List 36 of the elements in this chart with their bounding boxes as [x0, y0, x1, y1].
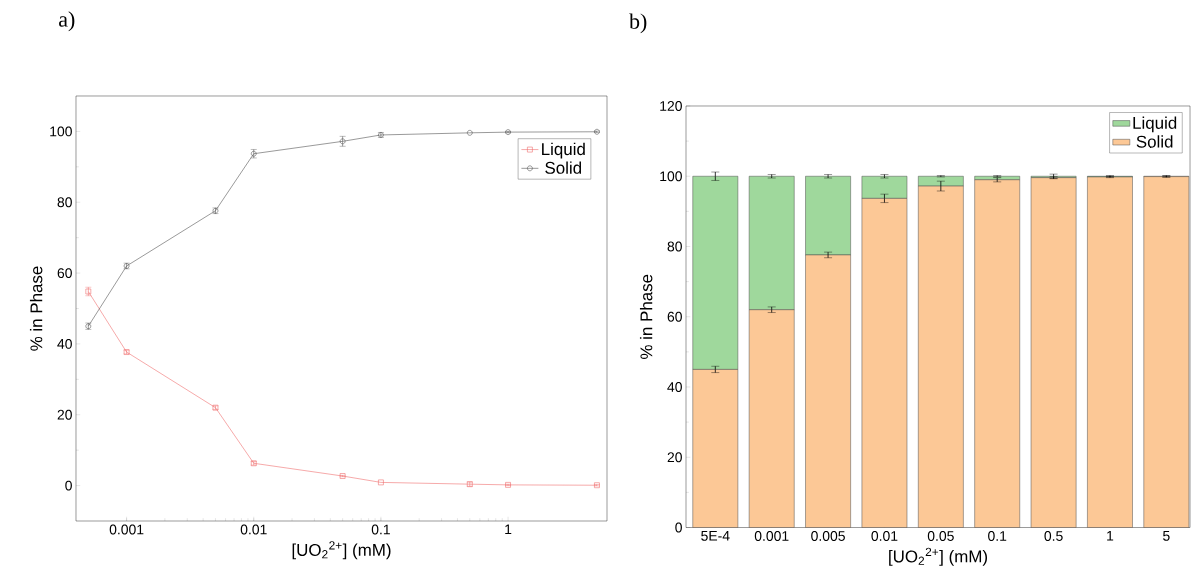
y-tick-label: 80 — [667, 241, 682, 252]
x-tick-label: 0.01 — [871, 531, 898, 541]
y-tick-label: 0 — [65, 480, 72, 491]
y-tick-label: 120 — [660, 101, 682, 111]
legend-label: Liquid — [1133, 116, 1177, 133]
x-tick-label: 0.5 — [1044, 531, 1063, 541]
x-axis-title: [UO$_{2}$$^{2+}$] (mM) — [292, 541, 391, 560]
x-tick-label: 5E-4 — [701, 531, 730, 541]
chart-title: a) — [59, 11, 75, 32]
y-tick-label: 100 — [50, 126, 72, 137]
x-tick-label: 0.005 — [811, 531, 845, 541]
y-tick-label: 60 — [667, 311, 682, 322]
x-tick-label: 1 — [1107, 531, 1114, 541]
x-tick-label: 0.001 — [754, 531, 789, 541]
x-tick-label: 0.1 — [988, 531, 1007, 541]
y-axis-title: % in Phase — [29, 266, 43, 351]
x-tick-label: 5 — [1163, 531, 1170, 541]
y-tick-label: 0 — [675, 522, 682, 533]
y-tick-label: 40 — [57, 338, 72, 349]
legend-label: Liquid — [542, 142, 585, 159]
legend-label: Solid — [545, 161, 582, 174]
y-tick-label: 60 — [57, 268, 72, 279]
y-tick-label: 80 — [57, 197, 72, 208]
x-tick-label: 0.1 — [371, 524, 390, 535]
x-tick-label: 0.05 — [927, 531, 954, 541]
x-axis-title: [UO$_{2}$$^{2+}$] (mM) — [889, 547, 988, 566]
x-tick-label: 0.001 — [109, 524, 144, 535]
x-tick-label: 0.01 — [240, 524, 267, 535]
y-tick-label: 20 — [667, 452, 682, 463]
chart-title: b) — [629, 13, 647, 34]
y-tick-label: 40 — [667, 382, 682, 392]
x-tick-label: 1 — [505, 524, 512, 535]
y-tick-label: 20 — [57, 409, 72, 420]
y-axis-title: % in Phase — [639, 274, 653, 359]
y-tick-label: 100 — [660, 171, 682, 182]
legend-label: Solid — [1136, 135, 1173, 148]
